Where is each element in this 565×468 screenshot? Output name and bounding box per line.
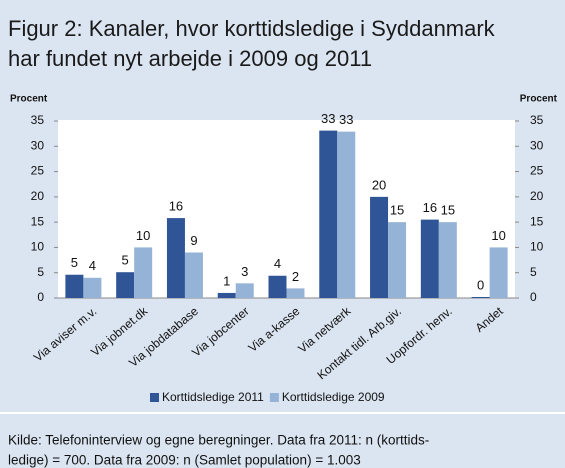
y-tick-label: 5 — [37, 265, 44, 279]
bar — [83, 277, 102, 298]
y2-tick-label: 10 — [530, 240, 544, 254]
y-tick-label: 15 — [31, 214, 45, 228]
y2-tick-label: 30 — [530, 138, 544, 152]
y-tick-label: 20 — [31, 189, 45, 203]
value-label: 33 — [321, 111, 335, 126]
x-tick-label: Via aviser m.v. — [31, 304, 99, 365]
y2-tick-label: 35 — [530, 113, 544, 127]
bar — [370, 196, 389, 298]
legend-label: Korttidsledige 2009 — [282, 390, 385, 404]
chart-title: Figur 2: Kanaler, hvor korttidsledige i … — [8, 16, 496, 41]
bar — [319, 130, 338, 298]
source-note: ledige) = 700. Data fra 2009: n (Samlet … — [8, 453, 361, 468]
bar — [337, 131, 356, 298]
value-label: 5 — [71, 255, 78, 270]
value-label: 16 — [169, 199, 183, 214]
value-label: 1 — [223, 273, 230, 288]
y-tick-label: 25 — [31, 164, 45, 178]
bar — [471, 296, 490, 298]
bar — [217, 292, 236, 298]
y-tick-label: 30 — [31, 138, 45, 152]
bar — [489, 247, 508, 298]
y2-tick-label: 15 — [530, 214, 544, 228]
x-tick-label: Via a-kasse — [246, 304, 303, 355]
value-label: 9 — [190, 233, 197, 248]
legend-swatch — [269, 393, 279, 402]
legend-swatch — [150, 393, 159, 402]
bar — [268, 275, 287, 298]
bar — [65, 274, 84, 298]
value-label: 20 — [372, 177, 386, 192]
y-tick-label: 10 — [31, 240, 45, 254]
value-label: 10 — [491, 228, 505, 243]
value-label: 3 — [241, 264, 248, 279]
bar — [116, 272, 135, 298]
bar — [235, 283, 254, 298]
value-label: 10 — [136, 228, 150, 243]
bar — [388, 222, 407, 298]
bar — [286, 288, 305, 298]
y-tick-label: 0 — [37, 290, 44, 304]
legend-label: Korttidsledige 2011 — [162, 390, 264, 404]
x-tick-label: Andet — [473, 304, 507, 335]
value-label: 33 — [339, 112, 353, 127]
y2-tick-label: 25 — [530, 164, 544, 178]
value-label: 4 — [89, 258, 96, 273]
y-tick-label: 35 — [31, 113, 45, 127]
bar — [438, 222, 457, 298]
value-label: 0 — [477, 277, 484, 292]
source-note: Kilde: Telefoninterview og egne beregnin… — [8, 433, 429, 448]
bar — [134, 247, 153, 298]
y2-tick-label: 20 — [530, 189, 544, 203]
value-label: 2 — [292, 269, 299, 284]
y2-tick-label: 0 — [530, 290, 537, 304]
x-tick-label: Kontakt tidl. Arb.giv. — [314, 304, 404, 382]
y2-axis-label: Procent — [520, 94, 558, 105]
chart-title: har fundet nyt arbejde i 2009 og 2011 — [8, 46, 372, 71]
y2-tick-label: 5 — [530, 265, 537, 279]
value-label: 16 — [423, 200, 437, 215]
value-label: 5 — [122, 253, 129, 268]
bar — [184, 252, 203, 298]
value-label: 4 — [274, 256, 281, 271]
value-label: 15 — [390, 203, 404, 218]
bar — [420, 219, 439, 298]
value-label: 15 — [441, 203, 455, 218]
y-axis-label: Procent — [10, 94, 48, 105]
bar — [166, 218, 185, 298]
